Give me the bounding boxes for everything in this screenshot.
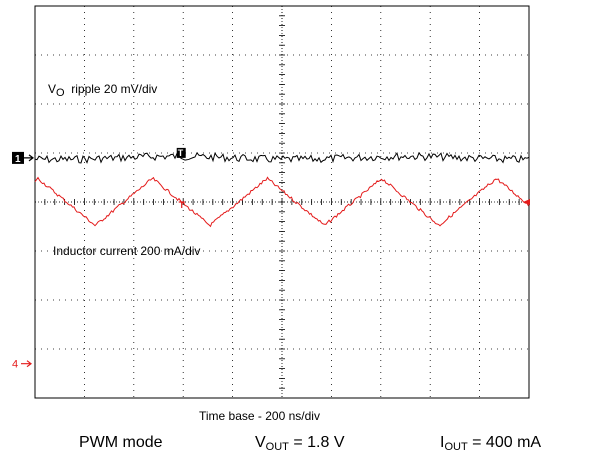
ripple-channel-label: VO ripple 20 mV/div xyxy=(48,82,158,99)
scope-traces xyxy=(34,151,530,228)
vout-label: VOUT = 1.8 V xyxy=(255,434,345,453)
ripple-trace xyxy=(34,151,530,164)
trigger-level-arrow xyxy=(523,199,530,205)
mode-label: PWM mode xyxy=(79,434,163,451)
channel-4-arrow xyxy=(21,360,32,368)
channel-1-arrow xyxy=(24,154,34,162)
channel-4-marker: 4 xyxy=(12,359,18,371)
iout-label: IOUT = 400 mA xyxy=(440,434,542,453)
scope-markers: 1 4 T xyxy=(12,147,530,371)
time-base-label: Time base - 200 ns/div xyxy=(199,409,320,423)
inductor-channel-label: Inductor current 200 mA/div xyxy=(53,244,201,258)
trigger-level-marker xyxy=(178,201,185,208)
trigger-marker-label: T xyxy=(178,148,184,158)
scope-grid xyxy=(34,5,530,399)
inductor-current-trace xyxy=(34,176,529,228)
channel-1-marker-label: 1 xyxy=(15,154,21,165)
channel-1-marker xyxy=(12,151,24,164)
trigger-marker xyxy=(176,147,186,158)
